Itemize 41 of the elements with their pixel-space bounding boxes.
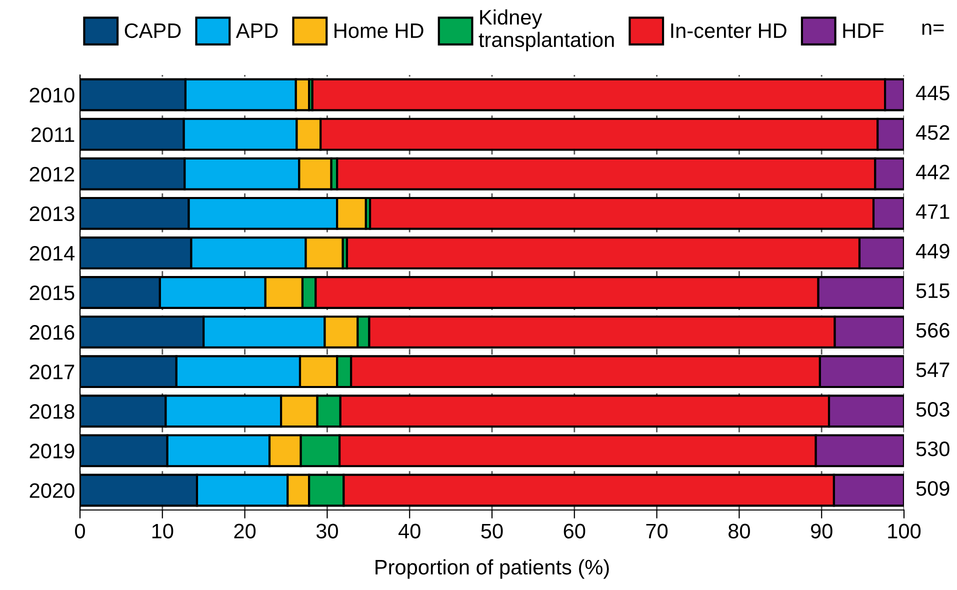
y-tick-label: 2013 xyxy=(30,206,74,222)
text: 509 xyxy=(916,481,950,496)
y-tick-label: 2014 xyxy=(30,246,75,261)
x-tick-label: 60 xyxy=(564,524,586,538)
x-tick-label: 80 xyxy=(728,524,750,538)
x-tick-label: 40 xyxy=(398,524,420,538)
y-tick-label: 2010 xyxy=(30,88,74,103)
x-tick-label: 0 xyxy=(75,524,85,538)
legend-label: Kidney transplantation xyxy=(478,9,614,52)
legend-label: APD xyxy=(236,24,278,38)
text: 452 xyxy=(916,125,950,140)
y-tick-label: 2012 xyxy=(30,166,74,182)
x-tick-label: 10 xyxy=(152,524,174,538)
y-tick-label: 2020 xyxy=(30,483,74,498)
text: 547 xyxy=(916,362,950,378)
y-tick-label: 2016 xyxy=(30,325,74,340)
text: 503 xyxy=(916,402,950,417)
y-tick-label: 2018 xyxy=(30,404,74,419)
legend-label: Home HD xyxy=(334,24,424,38)
y-tick-label: 2019 xyxy=(30,444,74,458)
y-tick-label: 2011 xyxy=(31,127,74,142)
y-tick-label: 2017 xyxy=(30,364,74,380)
text: 566 xyxy=(916,322,950,338)
text: 442 xyxy=(916,164,950,180)
legend-label: CAPD xyxy=(124,23,181,38)
y-tick-label: 2015 xyxy=(30,286,74,300)
x-tick-label: 90 xyxy=(810,524,832,538)
legend-label: HDF xyxy=(843,24,884,38)
x-tick-label: 50 xyxy=(481,524,503,538)
text: 515 xyxy=(916,284,950,298)
x-tick-label: 70 xyxy=(646,524,668,538)
x-tick-label: 30 xyxy=(316,524,338,538)
text: 530 xyxy=(916,442,950,456)
legend-label: In-center HD xyxy=(671,24,786,38)
text: 471 xyxy=(916,204,950,219)
x-tick-label: 20 xyxy=(234,524,256,538)
text: n= xyxy=(922,24,944,35)
text: 449 xyxy=(916,244,950,259)
x-tick-label: 100 xyxy=(888,524,921,538)
x-axis-title: Proportion of patients (%) xyxy=(376,559,609,579)
text: 445 xyxy=(916,86,950,100)
